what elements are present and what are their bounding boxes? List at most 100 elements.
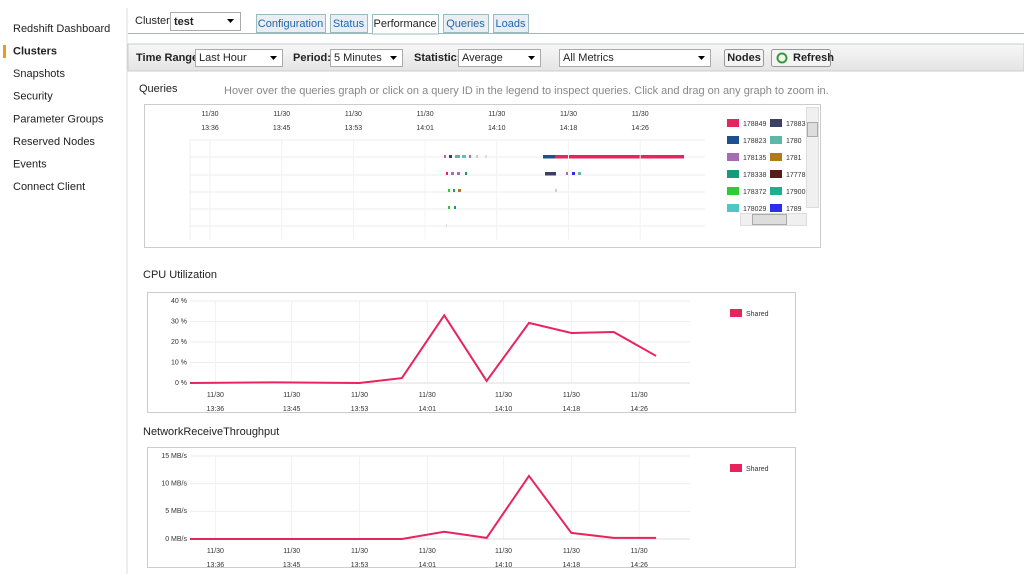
legend-label[interactable]: 17900: [786, 189, 806, 196]
tab[interactable]: [330, 14, 368, 33]
tab[interactable]: [493, 14, 529, 33]
sidebar-item[interactable]: Reserved Nodes: [13, 136, 95, 148]
legend-swatch[interactable]: [727, 204, 739, 212]
legend-swatch[interactable]: [770, 187, 782, 195]
x-tick-label: 11/30 14:01: [419, 548, 437, 569]
period-select[interactable]: [330, 49, 403, 67]
y-tick-label: 15 MB/s: [161, 453, 187, 460]
x-tick-label: 11/30 14:26: [630, 548, 648, 569]
x-tick-label: 11/30 13:53: [351, 392, 369, 413]
active-indicator: [3, 45, 6, 58]
sidebar-item[interactable]: Connect Client: [13, 181, 85, 193]
statistic-select[interactable]: [458, 49, 541, 67]
dropdown-arrow: [227, 19, 234, 23]
tab-label: Status: [333, 18, 365, 30]
x-tick-label: 11/30 14:10: [495, 548, 513, 569]
time-range-label: Time Range:: [136, 52, 202, 64]
dropdown-arrow: [528, 56, 535, 60]
x-tick-label: 11/30 14:18: [560, 111, 578, 132]
legend-label: Shared: [746, 466, 769, 473]
x-tick-label: 11/30 13:36: [207, 392, 225, 413]
legend-label[interactable]: 178823: [743, 138, 766, 145]
sidebar-item[interactable]: Clusters: [13, 46, 57, 58]
legend-label: Shared: [746, 311, 769, 318]
y-tick-label: 0 MB/s: [165, 536, 187, 543]
legend-label[interactable]: 178849: [743, 121, 766, 128]
legend-swatch[interactable]: [770, 170, 782, 178]
nodes-button[interactable]: [724, 49, 764, 67]
nodes-button-label: Nodes: [727, 52, 761, 64]
legend-label[interactable]: 1780: [786, 138, 802, 145]
y-tick-label: 30 %: [171, 318, 187, 325]
tab[interactable]: [372, 14, 439, 35]
queries-title: Queries: [139, 83, 178, 95]
dropdown-arrow: [390, 56, 397, 60]
legend-label[interactable]: 178372: [743, 189, 766, 196]
sidebar-item[interactable]: Redshift Dashboard: [13, 23, 110, 35]
tabs: Configuration Status Performance Queries Loa…: [256, 14, 529, 35]
legend-label[interactable]: 1781: [786, 155, 802, 162]
legend-label[interactable]: 1789: [786, 206, 802, 213]
line: [189, 313, 657, 385]
chart-panel: [147, 447, 796, 568]
chart-panel: [147, 292, 796, 413]
x-tick-label: 11/30 14:10: [495, 392, 513, 413]
metrics-select[interactable]: [559, 49, 711, 67]
x-tick-label: 11/30 14:26: [631, 111, 649, 132]
tab[interactable]: [443, 14, 489, 33]
refresh-button-label: Refresh: [793, 52, 834, 64]
legend-swatch: [730, 464, 742, 472]
legend-label[interactable]: 17883: [786, 121, 806, 128]
x-tick-label: 11/30 13:36: [201, 111, 219, 132]
line: [190, 474, 657, 540]
tab[interactable]: [256, 14, 326, 33]
refresh-button[interactable]: [771, 49, 831, 67]
legend-label[interactable]: 178135: [743, 155, 766, 162]
legend-label[interactable]: 178338: [743, 172, 766, 179]
cluster-select[interactable]: [170, 12, 241, 31]
x-tick-label: 11/30 13:45: [273, 111, 291, 132]
y-tick-label: 10 MB/s: [161, 481, 187, 488]
tab-label: Queries: [446, 18, 485, 30]
time-range-value: Last Hour: [199, 52, 247, 64]
cluster-label: Cluster:: [135, 15, 173, 27]
legend-swatch[interactable]: [727, 153, 739, 161]
sidebar-item[interactable]: Security: [13, 91, 53, 103]
sidebar-item[interactable]: Parameter Groups: [13, 113, 104, 125]
legend-swatch[interactable]: [727, 170, 739, 178]
x-tick-label: 11/30 14:18: [563, 392, 581, 413]
x-tick-label: 11/30 13:53: [345, 111, 363, 132]
legend-label[interactable]: 178029: [743, 206, 766, 213]
y-tick-label: 5 MB/s: [165, 508, 187, 515]
sidebar: Redshift Dashboard Clusters Snapshots Secur…: [13, 23, 110, 193]
chart-title: NetworkReceiveThroughput: [143, 426, 279, 438]
time-range-select[interactable]: [195, 49, 283, 67]
legend-swatch[interactable]: [770, 153, 782, 161]
dropdown-arrow: [698, 56, 705, 60]
legend-label[interactable]: 17778: [786, 172, 806, 179]
sidebar-item[interactable]: Events: [13, 159, 47, 171]
h-scroll-thumb[interactable]: [752, 214, 787, 225]
metrics-value: All Metrics: [563, 52, 614, 64]
charts: CPU Utilization 0 % 10 % 20 % 30 % 40 % 11/30 1…: [143, 269, 796, 569]
x-tick-label: 11/30 13:45: [283, 548, 301, 569]
legend-swatch[interactable]: [727, 119, 739, 127]
legend-swatch[interactable]: [727, 187, 739, 195]
sidebar-item[interactable]: Snapshots: [13, 68, 65, 80]
tab-label: Loads: [496, 18, 526, 30]
queries-x-axis: 11/30 13:36 11/30 13:45 11/30 13:53 11/30 14:01…: [201, 111, 649, 240]
x-tick-label: 11/30 14:18: [563, 548, 581, 569]
x-tick-label: 11/30 13:45: [283, 392, 301, 413]
x-tick-label: 11/30 13:36: [207, 548, 225, 569]
legend-swatch[interactable]: [770, 204, 782, 212]
legend-swatch[interactable]: [770, 119, 782, 127]
legend-swatch[interactable]: [727, 136, 739, 144]
refresh-icon: [776, 52, 788, 64]
queries-hint: Hover over the queries graph or click on…: [224, 85, 829, 97]
v-scroll-thumb[interactable]: [807, 122, 818, 137]
y-tick-label: 20 %: [171, 339, 187, 346]
y-tick-label: 10 %: [171, 359, 187, 366]
queries-panel: [144, 104, 821, 248]
legend-swatch[interactable]: [770, 136, 782, 144]
statistic-label: Statistic:: [414, 52, 460, 64]
